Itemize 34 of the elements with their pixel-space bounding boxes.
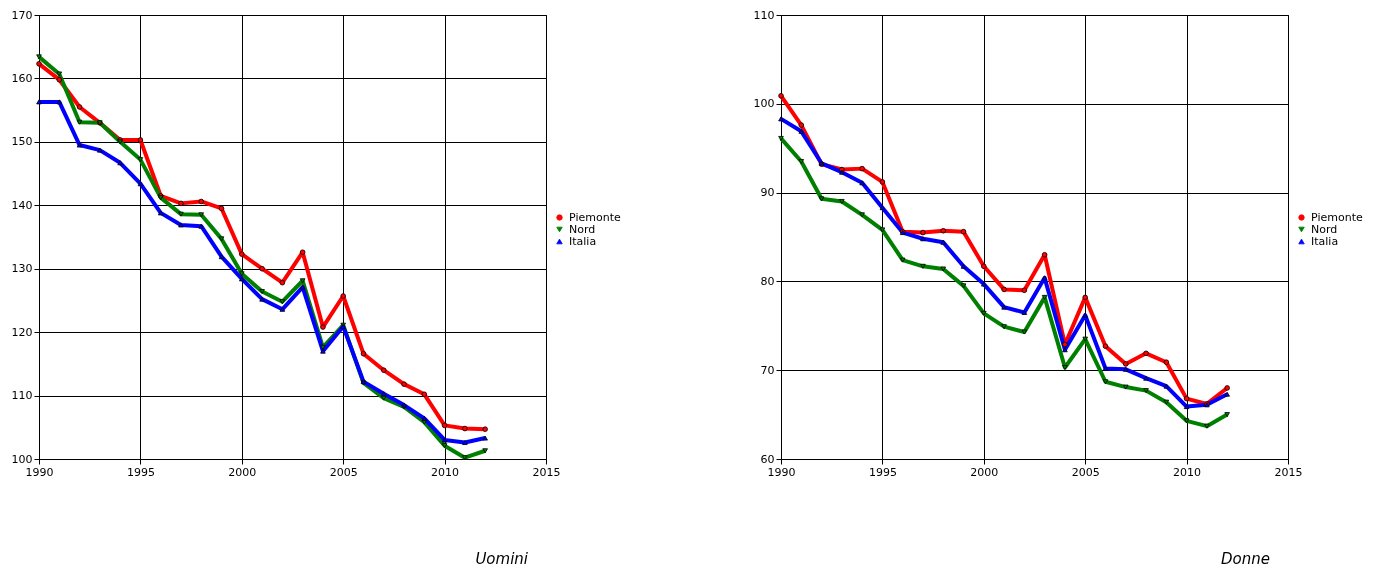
x-tick-label: 2005: [329, 465, 358, 479]
legend-label: Italia: [1311, 234, 1339, 248]
y-tick-label: 130: [11, 262, 33, 276]
x-tick-label: 2015: [1274, 465, 1303, 479]
legend-label: Nord: [1311, 222, 1338, 236]
x-tick-label: 1995: [126, 465, 155, 479]
y-tick-label: 100: [753, 97, 775, 111]
x-tick-label: 2015: [532, 465, 561, 479]
y-tick-label: 110: [753, 8, 775, 22]
y-tick-label: 170: [11, 8, 33, 22]
y-tick-label: 160: [11, 71, 33, 85]
x-tick-label: 2000: [970, 465, 999, 479]
y-tick-label: 70: [760, 363, 775, 377]
y-tick-label: 80: [760, 274, 775, 288]
y-tick-label: 110: [11, 389, 33, 403]
x-tick-label: 2010: [431, 465, 460, 479]
legend-label: Italia: [569, 234, 597, 248]
y-tick-label: 100: [11, 452, 33, 466]
y-tick-label: 90: [760, 186, 775, 200]
y-tick-label: 150: [11, 135, 33, 149]
x-tick-label: 2005: [1071, 465, 1100, 479]
x-tick-label: 1990: [25, 465, 54, 479]
x-tick-label: 1995: [868, 465, 897, 479]
y-tick-label: 120: [11, 325, 33, 339]
legend-label: Piemonte: [569, 210, 621, 224]
y-tick-label: 140: [11, 198, 33, 212]
legend-label: Piemonte: [1311, 210, 1363, 224]
text: Uomini: [475, 550, 529, 567]
text: Donne: [1221, 550, 1270, 567]
x-tick-label: 1990: [767, 465, 796, 479]
x-tick-label: 2010: [1173, 465, 1202, 479]
x-tick-label: 2000: [228, 465, 257, 479]
y-tick-label: 60: [760, 452, 775, 466]
legend-label: Nord: [569, 222, 596, 236]
